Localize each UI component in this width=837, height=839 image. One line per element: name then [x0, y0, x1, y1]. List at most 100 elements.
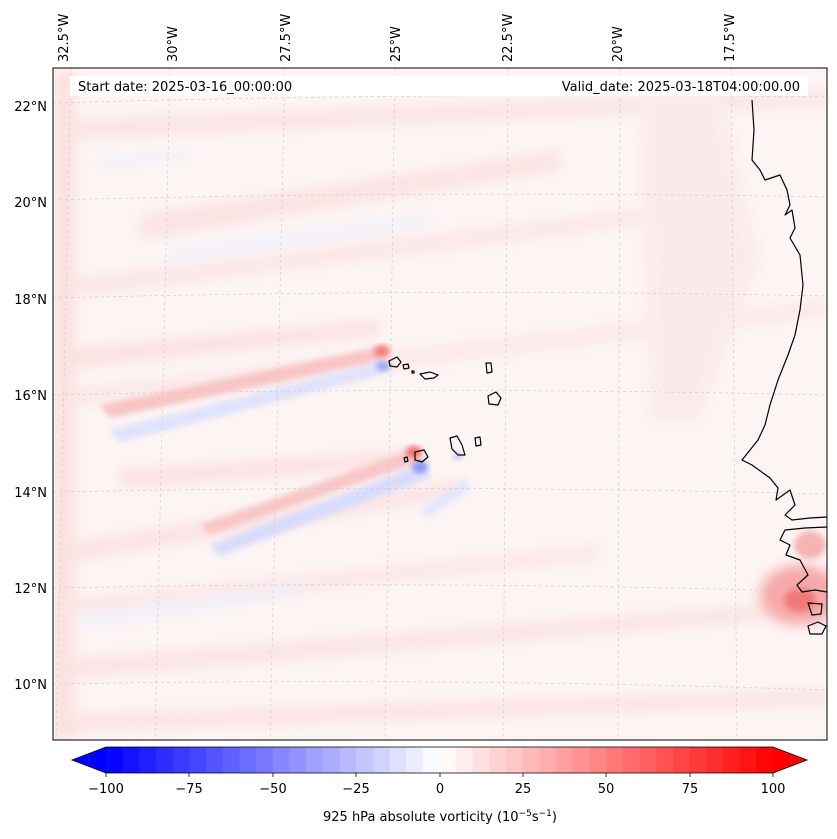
- colorbar-cell: [289, 747, 307, 773]
- lat-label: 20°N: [14, 196, 47, 211]
- colorbar-cell: [672, 747, 691, 773]
- colorbar-ticks: [105, 773, 774, 777]
- island-outline: [807, 621, 827, 635]
- island-santo-antao: [388, 356, 402, 368]
- lat-label: 16°N: [14, 389, 47, 404]
- latitude-labels: 22°N 20°N 18°N 16°N 14°N 12°N 10°N: [14, 100, 47, 693]
- island-wake-positive: [100, 348, 390, 418]
- colorbar-title: 925 hPa absolute vorticity (10−5s−1): [323, 809, 557, 825]
- colorbar-cell: [372, 747, 391, 773]
- lon-label: 22.5°W: [501, 14, 516, 62]
- colorbar-title-exponent: −5: [519, 809, 532, 819]
- colorbar-cell: [206, 747, 224, 773]
- lat-label: 22°N: [14, 100, 47, 115]
- colorbar-cell: [706, 747, 724, 773]
- lon-label: 27.5°W: [279, 14, 294, 62]
- colorbar-cell: [439, 747, 457, 773]
- vorticity-band: [640, 90, 760, 420]
- island-outline: [807, 602, 823, 616]
- island-wake-negative: [420, 478, 470, 518]
- colorbar-cell: [422, 747, 441, 773]
- colorbar-cell: [722, 747, 741, 773]
- lon-label: 17.5°W: [723, 14, 738, 62]
- colorbar-cell: [539, 747, 557, 773]
- colorbar-cell: [389, 747, 407, 773]
- start-date-label: Start date: 2025-03-16_00:00:00: [78, 80, 292, 95]
- vorticity-min: [376, 361, 390, 371]
- island-sal: [485, 362, 493, 374]
- island-fogo: [414, 449, 429, 463]
- coastline: [741, 99, 827, 635]
- colorbar-cell: [172, 747, 190, 773]
- colorbar-tick-labels: −100 −75 −50 −25 0 25 50 75 100: [88, 782, 785, 797]
- date-header: Start date: 2025-03-16_00:00:00 Valid_da…: [70, 76, 808, 96]
- island-santiago: [449, 435, 466, 456]
- colorbar-cell: [122, 747, 140, 773]
- vorticity-band: [53, 90, 827, 140]
- meridian: [502, 68, 509, 740]
- colorbar-cell: [356, 747, 374, 773]
- african-coastline: [741, 99, 827, 521]
- colorbar-tick-label: 75: [682, 782, 699, 797]
- vorticity-band: [53, 70, 75, 740]
- vorticity-field: [53, 68, 827, 740]
- colorbar-cell: [472, 747, 491, 773]
- vorticity-band: [120, 450, 420, 488]
- colorbar-cell: [139, 747, 157, 773]
- lat-label: 14°N: [14, 486, 47, 501]
- colorbar-extend-max: [773, 747, 807, 773]
- cape-verde-islands: [388, 356, 502, 463]
- valid-date-label: Valid_date: 2025-03-18T04:00:00.00: [562, 80, 800, 95]
- island-boa-vista: [487, 391, 502, 406]
- island-santa-luzia: [411, 370, 415, 374]
- vorticity-max: [784, 588, 816, 612]
- meridian: [384, 68, 396, 740]
- colorbar-cell: [739, 747, 757, 773]
- gridlines: [53, 68, 827, 740]
- parallel: [53, 292, 827, 299]
- lat-label: 18°N: [14, 293, 47, 308]
- island-wake-negative: [210, 465, 432, 556]
- colorbar-cell: [656, 747, 674, 773]
- vorticity-band: [140, 150, 560, 240]
- island-sao-nicolau: [419, 371, 439, 380]
- island-sao-vicente: [402, 363, 410, 370]
- colorbar-title-exponent: −1: [539, 809, 552, 819]
- colorbar-cell: [506, 747, 524, 773]
- colorbar-tick-label: 0: [436, 782, 444, 797]
- island-wake-negative: [110, 362, 392, 442]
- vorticity-band: [170, 215, 430, 262]
- colorbar-cell: [322, 747, 341, 773]
- lat-label: 10°N: [14, 678, 47, 693]
- parallel: [53, 681, 827, 691]
- colorbar-cell: [522, 747, 541, 773]
- vorticity-band: [53, 545, 600, 618]
- map-frame: [52, 67, 828, 741]
- date-header-background: [70, 76, 808, 96]
- island-wake-positive: [200, 450, 425, 535]
- meridian: [617, 68, 621, 740]
- colorbar-cell: [556, 747, 574, 773]
- parallel: [53, 95, 827, 104]
- vorticity-min: [453, 452, 463, 460]
- vorticity-band: [80, 585, 300, 628]
- colorbar-tick-label: −100: [88, 782, 124, 797]
- colorbar-cell: [156, 747, 174, 773]
- vorticity-band: [53, 690, 827, 732]
- colorbar-cell: [456, 747, 474, 773]
- colorbar-cell: [406, 747, 424, 773]
- vorticity-band: [53, 600, 827, 680]
- colorbar-cell: [239, 747, 257, 773]
- colorbar-tick-label: −25: [342, 782, 369, 797]
- colorbar-tick-label: 50: [598, 782, 615, 797]
- colorbar-cell: [339, 747, 357, 773]
- colorbar-cell: [256, 747, 274, 773]
- colorbar-cell: [639, 747, 657, 773]
- colorbar-cell: [222, 747, 241, 773]
- colorbar-cell: [756, 747, 774, 773]
- island-brava: [403, 456, 409, 463]
- colorbar-cell: [572, 747, 591, 773]
- vorticity-band: [53, 200, 720, 300]
- lon-label: 20°W: [611, 26, 626, 62]
